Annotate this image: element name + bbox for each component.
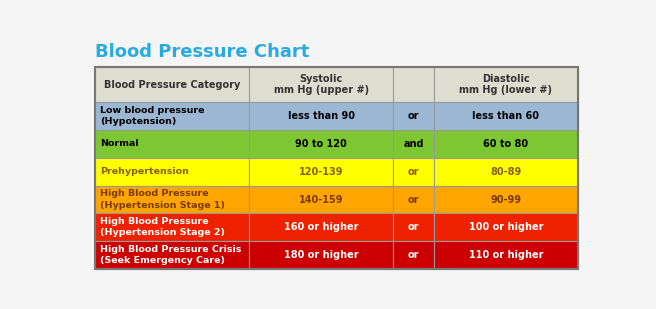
Text: Blood Pressure Category: Blood Pressure Category xyxy=(104,79,240,90)
Text: Blood Pressure Chart: Blood Pressure Chart xyxy=(94,43,309,61)
Text: Normal: Normal xyxy=(100,139,138,148)
Text: 120-139: 120-139 xyxy=(299,167,344,177)
Text: less than 90: less than 90 xyxy=(288,111,355,121)
Bar xyxy=(249,67,393,102)
Text: Systolic
mm Hg (upper #): Systolic mm Hg (upper #) xyxy=(274,74,369,95)
Bar xyxy=(393,186,434,214)
Text: or: or xyxy=(408,167,419,177)
Text: and: and xyxy=(403,139,424,149)
Bar xyxy=(94,130,249,158)
Text: 110 or higher: 110 or higher xyxy=(468,250,543,260)
Bar xyxy=(393,158,434,186)
Bar xyxy=(249,102,393,130)
Bar xyxy=(434,186,578,214)
Text: 80-89: 80-89 xyxy=(490,167,522,177)
Text: or: or xyxy=(408,111,419,121)
Text: 100 or higher: 100 or higher xyxy=(468,222,543,232)
Text: High Blood Pressure
(Hypertension Stage 2): High Blood Pressure (Hypertension Stage … xyxy=(100,217,225,237)
Text: Prehypertension: Prehypertension xyxy=(100,167,189,176)
Bar xyxy=(434,130,578,158)
Text: 60 to 80: 60 to 80 xyxy=(483,139,528,149)
Bar xyxy=(94,158,249,186)
Text: High Blood Pressure
(Hypertension Stage 1): High Blood Pressure (Hypertension Stage … xyxy=(100,189,225,210)
Text: or: or xyxy=(408,250,419,260)
Text: or: or xyxy=(408,222,419,232)
Bar xyxy=(94,241,249,269)
Text: Diastolic
mm Hg (lower #): Diastolic mm Hg (lower #) xyxy=(459,74,552,95)
Text: 90-99: 90-99 xyxy=(490,195,522,205)
Bar xyxy=(393,102,434,130)
Text: Low blood pressure
(Hypotension): Low blood pressure (Hypotension) xyxy=(100,106,204,126)
Text: 90 to 120: 90 to 120 xyxy=(295,139,347,149)
Bar xyxy=(249,214,393,241)
Bar xyxy=(393,130,434,158)
Bar xyxy=(94,186,249,214)
Text: 180 or higher: 180 or higher xyxy=(284,250,359,260)
Bar xyxy=(249,158,393,186)
Bar xyxy=(393,241,434,269)
Bar xyxy=(393,214,434,241)
Bar xyxy=(434,241,578,269)
Text: or: or xyxy=(408,195,419,205)
Text: less than 60: less than 60 xyxy=(472,111,539,121)
Bar xyxy=(434,67,578,102)
Bar xyxy=(393,67,434,102)
Text: 160 or higher: 160 or higher xyxy=(284,222,359,232)
Bar xyxy=(94,67,249,102)
Bar xyxy=(434,214,578,241)
Text: 140-159: 140-159 xyxy=(299,195,344,205)
Bar xyxy=(249,186,393,214)
Bar xyxy=(434,102,578,130)
Bar xyxy=(249,241,393,269)
Bar xyxy=(94,67,578,269)
Bar xyxy=(94,214,249,241)
Bar xyxy=(249,130,393,158)
Bar xyxy=(94,102,249,130)
Bar xyxy=(434,158,578,186)
Text: High Blood Pressure Crisis
(Seek Emergency Care): High Blood Pressure Crisis (Seek Emergen… xyxy=(100,245,241,265)
